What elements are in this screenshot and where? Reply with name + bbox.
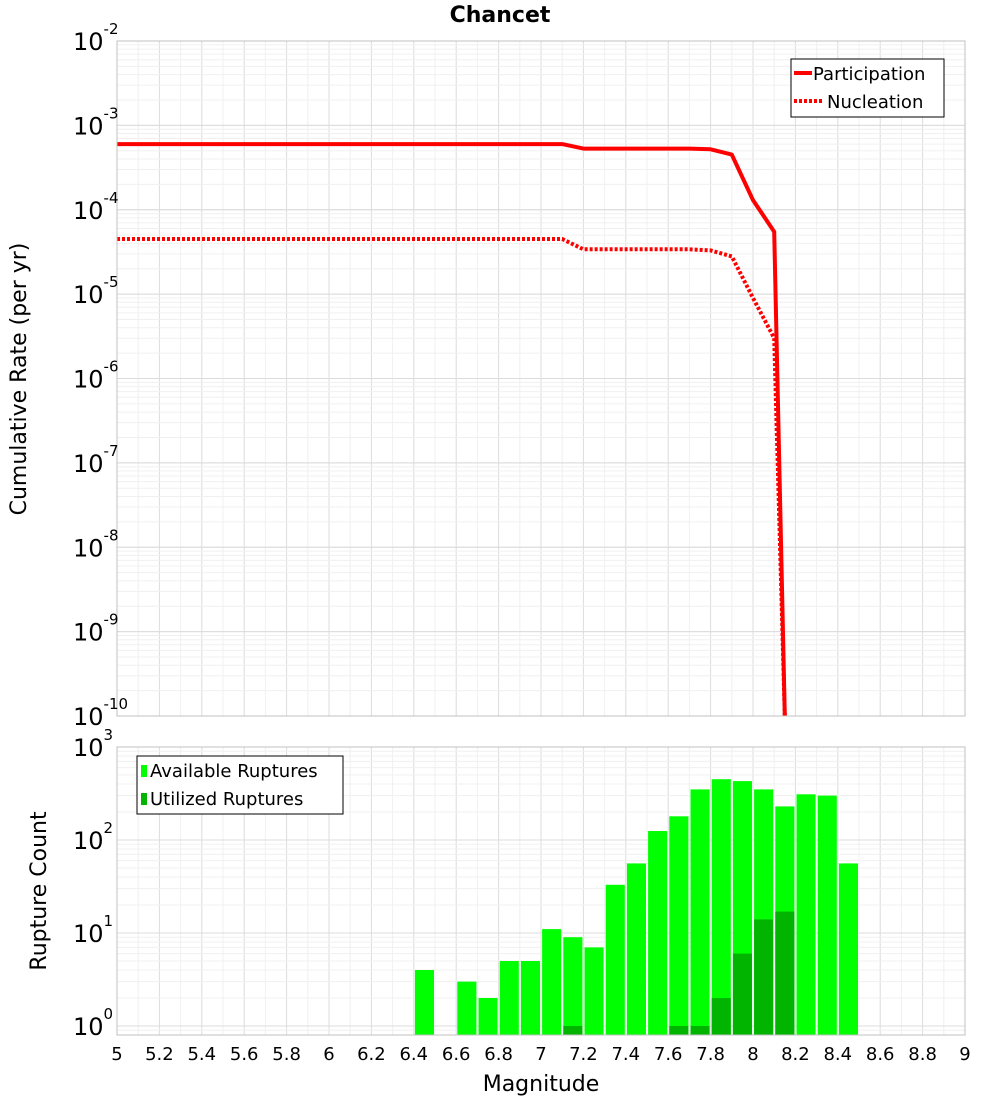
x-tick-label: 8 (747, 1044, 758, 1065)
bottom-y-tick-label: 103 (73, 726, 113, 762)
top-y-tick-exponent: -8 (104, 526, 119, 544)
top-y-tick-exponent: -3 (104, 104, 119, 122)
utilized-ruptures-bar (711, 998, 731, 1035)
x-tick-label: 5.6 (230, 1044, 259, 1065)
top-y-tick-exponent: -6 (104, 358, 119, 376)
available-ruptures-bar (817, 795, 837, 1035)
available-ruptures-bar (499, 961, 519, 1035)
available-ruptures-bar (796, 794, 816, 1035)
top-y-tick-label: 10-8 (73, 526, 119, 562)
chart-title: Chancet (450, 3, 551, 28)
bottom-y-tick-exponent: 0 (104, 1005, 114, 1023)
bottom-legend-box (136, 755, 344, 815)
top-y-tick-label: 10-9 (73, 611, 119, 647)
available-ruptures-bar (542, 929, 562, 1035)
utilized-legend-swatch (141, 793, 147, 805)
x-tick-label: 7 (535, 1044, 546, 1065)
top-y-tick-label: 10-6 (73, 358, 119, 394)
x-tick-label: 8.8 (908, 1044, 937, 1065)
available-ruptures-bar (669, 816, 689, 1035)
utilized-ruptures-bar (690, 1026, 710, 1035)
x-tick-label: 8.4 (823, 1044, 852, 1065)
utilized-ruptures-bar (754, 919, 774, 1035)
x-axis-label: Magnitude (483, 1072, 600, 1097)
top-y-tick-label: 10-7 (73, 442, 119, 478)
bottom-y-tick-label: 100 (73, 1005, 113, 1041)
x-tick-label: 6.8 (484, 1044, 513, 1065)
available-ruptures-bar (648, 831, 668, 1035)
bottom-y-axis-label: Rupture Count (27, 811, 52, 971)
nucleation-series-line (117, 237, 787, 717)
available-ruptures-bar (690, 789, 710, 1035)
bottom-legend: Available Ruptures Utilized Ruptures (136, 755, 344, 815)
x-tick-label: 9 (959, 1044, 970, 1065)
bottom-y-tick-exponent: 1 (104, 912, 114, 930)
bottom-y-tick-exponent: 3 (104, 726, 114, 744)
top-y-tick-exponent: -5 (104, 273, 119, 291)
utilized-ruptures-bar (775, 911, 795, 1035)
bottom-x-ticks: 5 5.2 5.4 5.6 5.8 6 6.2 6.4 6.6 6.8 7 7.2 7.4 7.6 7.8 8… (111, 1044, 970, 1065)
x-tick-label: 6 (323, 1044, 334, 1065)
nucleation-legend-label: Nucleation (827, 92, 923, 113)
available-legend-swatch (141, 765, 147, 777)
available-ruptures-bar (838, 863, 858, 1035)
x-tick-label: 6.6 (442, 1044, 471, 1065)
x-tick-label: 7.2 (569, 1044, 598, 1065)
top-y-tick-exponent: -10 (104, 695, 129, 713)
top-y-tick-exponent: -7 (104, 442, 119, 460)
top-y-tick-label: 10-2 (73, 20, 119, 56)
available-ruptures-bar (414, 970, 434, 1035)
top-y-tick-exponent: -4 (104, 189, 119, 207)
available-ruptures-bar (626, 863, 646, 1035)
x-tick-label: 7.8 (696, 1044, 725, 1065)
available-ruptures-bar (563, 937, 583, 1035)
x-tick-label: 5.2 (145, 1044, 174, 1065)
top-y-tick-label: 10-4 (73, 189, 119, 225)
top-y-tick-label: 10-3 (73, 104, 119, 140)
utilized-ruptures-bar (563, 1026, 583, 1035)
top-y-tick-exponent: -2 (104, 20, 119, 38)
bottom-y-tick-label: 101 (73, 912, 113, 948)
top-legend-box (790, 58, 945, 118)
available-ruptures-bar (478, 998, 498, 1035)
x-tick-label: 5 (111, 1044, 122, 1065)
utilized-ruptures-bar (669, 1026, 689, 1035)
available-ruptures-bar (584, 947, 604, 1035)
x-tick-label: 7.4 (611, 1044, 640, 1065)
x-tick-label: 8.6 (866, 1044, 895, 1065)
bottom-y-tick-label: 102 (73, 819, 113, 855)
available-legend-label: Available Ruptures (150, 761, 318, 782)
x-tick-label: 6.4 (399, 1044, 428, 1065)
available-ruptures-bar (457, 981, 477, 1035)
x-tick-label: 7.6 (654, 1044, 683, 1065)
participation-legend-label: Participation (813, 64, 925, 85)
bottom-plot-frame (116, 746, 966, 1036)
top-legend: Participation Nucleation (790, 58, 945, 118)
participation-series-line (117, 142, 787, 717)
x-tick-label: 5.8 (272, 1044, 301, 1065)
available-ruptures-bar (605, 884, 625, 1035)
x-tick-label: 5.4 (187, 1044, 216, 1065)
x-tick-label: 6.2 (357, 1044, 386, 1065)
top-series (117, 142, 787, 717)
top-y-axis-label: Cumulative Rate (per yr) (7, 243, 32, 516)
bottom-bars (414, 779, 858, 1035)
available-ruptures-bar (711, 779, 731, 1035)
utilized-ruptures-bar (732, 953, 752, 1035)
available-ruptures-bar (520, 961, 540, 1035)
top-y-tick-exponent: -9 (104, 611, 119, 629)
utilized-legend-label: Utilized Ruptures (150, 789, 303, 810)
top-y-tick-label: 10-5 (73, 273, 119, 309)
x-tick-label: 8.2 (781, 1044, 810, 1065)
bottom-y-tick-exponent: 2 (104, 819, 114, 837)
top-plot-frame (116, 40, 966, 717)
